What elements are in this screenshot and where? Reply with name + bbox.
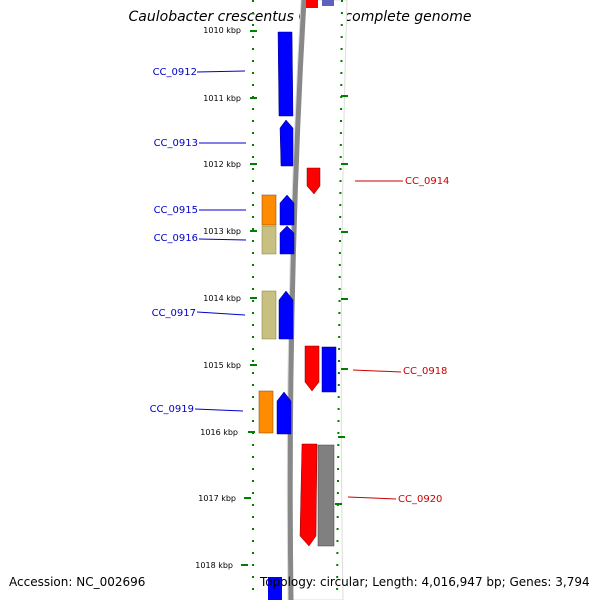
tick-mark: [250, 30, 257, 32]
tick-mark: [341, 298, 348, 300]
gene-label-right[interactable]: CC_0914: [405, 176, 449, 187]
tick-label: 1017 kbp: [198, 494, 236, 503]
leader-line: [196, 311, 246, 316]
gene-CC_0912[interactable]: [277, 31, 294, 117]
tick-label: 1018 kbp: [195, 561, 233, 570]
ruler-right-dotted: [336, 0, 343, 600]
tick-label: 1016 kbp: [200, 428, 238, 437]
backbone-strip: [286, 0, 348, 600]
tick-mark: [341, 95, 348, 97]
top-clipped-purple-feature: [322, 0, 334, 6]
tick-label: 1014 kbp: [203, 294, 241, 303]
tick-mark: [341, 368, 348, 370]
tick-mark: [244, 497, 251, 499]
tick-mark: [250, 297, 257, 299]
tick-label: 1012 kbp: [203, 160, 241, 169]
tick-mark: [341, 231, 348, 233]
tick-mark: [335, 503, 342, 505]
topology-text: Topology: circular; Length: 4,016,947 bp…: [260, 575, 590, 589]
misc-feature-CC_0916[interactable]: [261, 225, 277, 255]
gene-CC_0913[interactable]: [279, 119, 294, 167]
bottom-clipped-blue-feature: [268, 577, 282, 600]
gene-CC_0915[interactable]: [279, 194, 295, 226]
feature-track: [258, 31, 337, 600]
tick-mark: [250, 163, 257, 165]
gene-label-left[interactable]: CC_0916: [154, 233, 198, 244]
top-clipped-red-feature: [306, 0, 318, 8]
tick-label: 1011 kbp: [203, 94, 241, 103]
grey-feature-CC_0920[interactable]: [317, 444, 335, 547]
tick-label: 1010 kbp: [203, 26, 241, 35]
gene-CC_0916[interactable]: [279, 225, 295, 255]
gene-CC_0919[interactable]: [276, 391, 292, 435]
gene-CC_0917[interactable]: [278, 290, 294, 340]
rna-feature-CC_0919[interactable]: [258, 390, 274, 434]
tick-mark: [250, 230, 257, 232]
accession-text: Accession: NC_002696: [9, 575, 146, 589]
gene-label-right[interactable]: CC_0920: [398, 494, 442, 505]
misc-feature-CC_0917[interactable]: [261, 290, 277, 340]
gene-CC_0920[interactable]: [299, 443, 318, 547]
gene-CC_0918-adjacent[interactable]: [321, 346, 337, 393]
leader-line: [352, 369, 402, 373]
tick-mark: [341, 163, 348, 165]
tick-label: 1013 kbp: [203, 227, 241, 236]
gene-label-left[interactable]: CC_0912: [153, 67, 197, 78]
tick-mark: [250, 97, 257, 99]
gene-CC_0918[interactable]: [304, 345, 320, 392]
leader-line: [196, 70, 246, 73]
scale-ticks: [241, 30, 348, 566]
tick-mark: [338, 436, 345, 438]
left-leader-lines: [194, 70, 247, 412]
gene-CC_0914[interactable]: [306, 167, 321, 195]
tick-mark: [250, 364, 257, 366]
gene-label-right[interactable]: CC_0918: [403, 366, 447, 377]
rna-feature-CC_0915[interactable]: [261, 194, 277, 226]
leader-line: [194, 408, 244, 412]
right-leader-lines: [347, 180, 403, 500]
tick-mark: [241, 564, 248, 566]
gene-label-left[interactable]: CC_0919: [150, 404, 194, 415]
gene-label-left[interactable]: CC_0913: [154, 138, 198, 149]
gene-label-left[interactable]: CC_0917: [152, 308, 196, 319]
tick-label: 1015 kbp: [203, 361, 241, 370]
tick-mark: [248, 431, 255, 433]
leader-line: [347, 496, 397, 500]
gene-label-left[interactable]: CC_0915: [154, 205, 198, 216]
leader-line: [198, 238, 247, 241]
